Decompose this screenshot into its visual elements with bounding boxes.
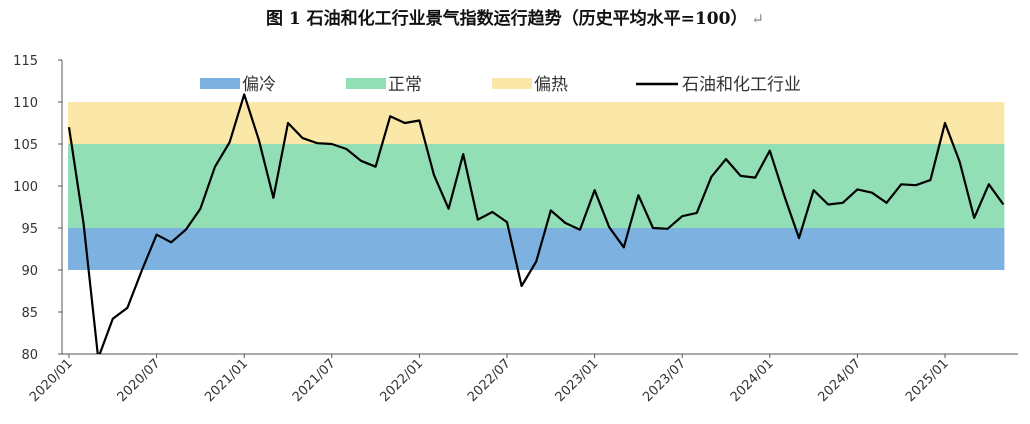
x-tick-label: 2020/01 xyxy=(27,356,76,405)
x-tick-label: 2023/07 xyxy=(640,356,689,405)
y-tick-label: 95 xyxy=(21,222,38,237)
x-tick-label: 2020/07 xyxy=(115,356,164,405)
legend-series-label: 石油和化工行业 xyxy=(682,75,801,95)
legend-cold-label: 偏冷 xyxy=(242,75,276,95)
band-normal xyxy=(68,144,1005,228)
x-tick-label: 2021/01 xyxy=(202,356,251,405)
legend-normal-label: 正常 xyxy=(388,75,422,95)
x-tick-label: 2023/01 xyxy=(553,356,602,405)
x-tick-label: 2025/01 xyxy=(903,356,952,405)
legend-hot-label: 偏热 xyxy=(534,75,568,95)
band-hot xyxy=(68,102,1005,144)
x-tick-label: 2022/07 xyxy=(465,356,514,405)
series-line-petrochemical xyxy=(67,93,1005,354)
y-tick-label: 90 xyxy=(21,264,38,279)
chart-title: 图 1 石油和化工行业景气指数运行趋势（历史平均水平=100） ↵ xyxy=(266,9,764,29)
x-tick-label: 2024/01 xyxy=(728,356,777,405)
y-tick-label: 110 xyxy=(13,96,38,111)
y-tick-label: 80 xyxy=(21,348,38,363)
y-tick-label: 115 xyxy=(13,54,38,69)
legend-hot-swatch xyxy=(492,78,532,89)
y-tick-label: 85 xyxy=(21,306,38,321)
x-tick-label: 2022/01 xyxy=(377,356,426,405)
legend-cold-swatch xyxy=(200,78,240,89)
return-mark: ↵ xyxy=(751,10,764,28)
y-tick-label: 100 xyxy=(13,180,38,195)
x-tick-label: 2021/07 xyxy=(290,356,339,405)
legend-normal-swatch xyxy=(346,78,386,89)
y-tick-label: 105 xyxy=(13,138,38,153)
x-tick-label: 2024/07 xyxy=(815,356,864,405)
